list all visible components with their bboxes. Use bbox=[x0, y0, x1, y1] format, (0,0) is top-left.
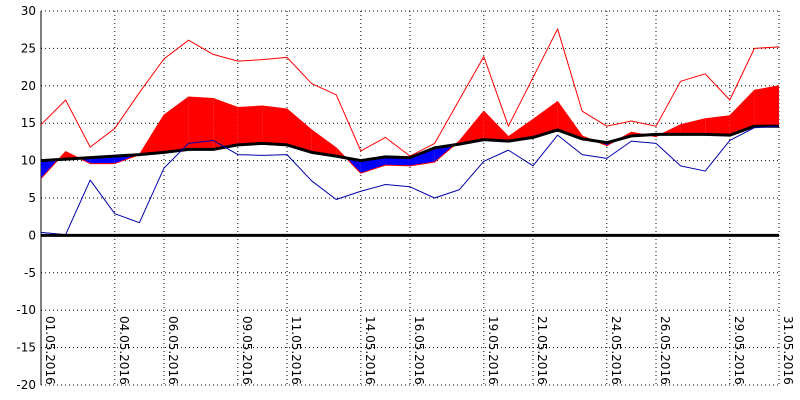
series-line-normal bbox=[40, 124, 779, 163]
above-normal-fill bbox=[483, 111, 509, 142]
x-tick-label: 11.05.2016 bbox=[289, 316, 303, 385]
y-axis-labels: 30 25 20 15 10 5 0 -5 -10 -15 -20 bbox=[16, 4, 36, 392]
above-normal-fill bbox=[311, 129, 337, 157]
above-normal-fill bbox=[533, 101, 558, 138]
y-tick-label: 15 bbox=[21, 116, 36, 130]
x-axis-labels: 01.05.2016 04.05.2016 06.05.2016 09.05.2016… bbox=[43, 316, 795, 385]
y-tick-label: 5 bbox=[28, 191, 36, 205]
above-normal-fill bbox=[508, 119, 533, 142]
x-tick-label: 19.05.2016 bbox=[486, 316, 500, 385]
y-tick-label: 0 bbox=[28, 228, 36, 242]
x-tick-label: 24.05.2016 bbox=[609, 316, 623, 385]
x-tick-label: 21.05.2016 bbox=[535, 316, 549, 385]
series-lines bbox=[40, 28, 780, 237]
y-tick-label: -15 bbox=[16, 341, 36, 355]
above-normal-fill bbox=[287, 108, 312, 153]
above-normal-fill bbox=[213, 98, 238, 150]
x-tick-label: 14.05.2016 bbox=[363, 316, 377, 385]
above-normal-fill bbox=[729, 90, 755, 136]
above-normal-fill bbox=[754, 85, 779, 127]
y-tick-label: 25 bbox=[21, 41, 36, 55]
series-line-min bbox=[40, 125, 780, 236]
above-normal-fill bbox=[188, 97, 214, 150]
y-tick-label: 10 bbox=[21, 154, 36, 168]
y-tick-label: -10 bbox=[16, 303, 36, 317]
x-tick-label: 01.05.2016 bbox=[43, 316, 57, 385]
above-normal-fill bbox=[262, 106, 287, 145]
above-normal-fill bbox=[680, 118, 706, 135]
x-tick-label: 16.05.2016 bbox=[412, 316, 426, 385]
x-tick-label: 31.05.2016 bbox=[781, 316, 795, 385]
series-line-mean bbox=[40, 85, 780, 179]
below-normal-fill bbox=[410, 147, 435, 166]
x-tick-label: 06.05.2016 bbox=[166, 316, 180, 385]
x-tick-label: 26.05.2016 bbox=[658, 316, 672, 385]
y-tick-label: -5 bbox=[24, 266, 36, 280]
above-normal-fill bbox=[705, 115, 730, 136]
y-tick-label: -20 bbox=[16, 378, 36, 392]
below-normal-fill bbox=[385, 156, 410, 166]
y-tick-label: 20 bbox=[21, 79, 36, 93]
x-tick-label: 04.05.2016 bbox=[117, 316, 131, 385]
above-normal-fill bbox=[237, 106, 263, 145]
x-tick-label: 09.05.2016 bbox=[240, 316, 254, 385]
x-tick-label: 29.05.2016 bbox=[732, 316, 746, 385]
y-tick-label: 30 bbox=[21, 4, 36, 18]
